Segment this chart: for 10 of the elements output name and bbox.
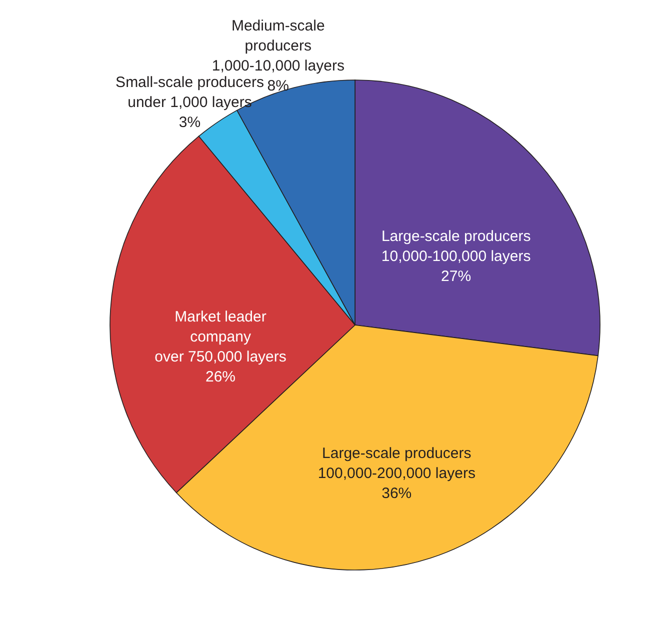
slice-label: Medium-scale producers 1,000-10,000 layers: [212, 18, 344, 75]
data-label: 8%: [267, 78, 289, 95]
slice-label: Small-scale producers under 1,000 layers: [116, 74, 264, 111]
data-label: 27%: [441, 268, 472, 285]
data-label: 26%: [206, 368, 236, 386]
data-label: 3%: [178, 114, 201, 131]
data-label: 36%: [382, 485, 412, 502]
slice-label: Large-scale producers 10,000-100,000 layers: [381, 228, 531, 265]
slice-label: Large-scale producers 100,000-200,000 layers: [318, 445, 476, 482]
slice-label: Market leader company over 750,000 layers: [154, 308, 286, 366]
